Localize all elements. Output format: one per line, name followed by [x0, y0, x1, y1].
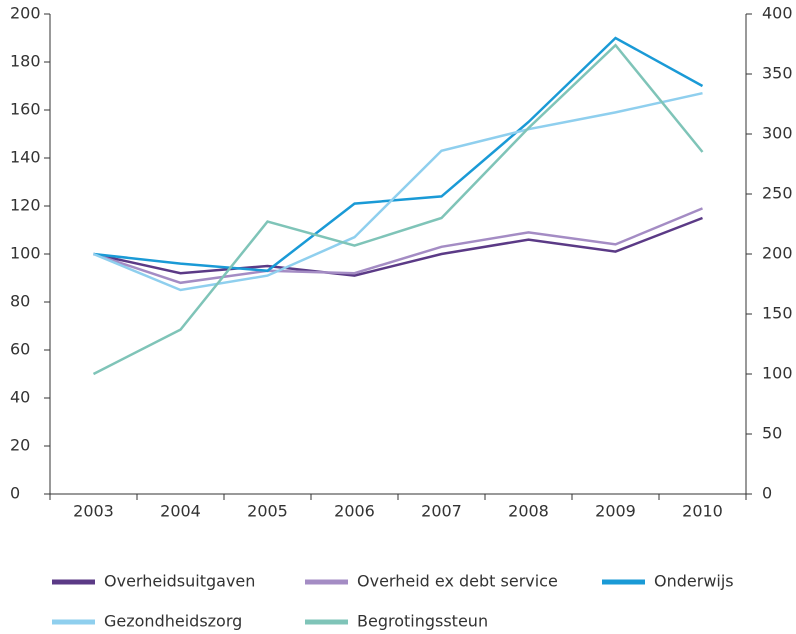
legend-label: Gezondheidszorg: [104, 612, 242, 631]
y2-tick-label: 300: [762, 124, 793, 143]
y-tick-label: 160: [10, 100, 41, 119]
y2-tick-label: 50: [762, 424, 782, 443]
x-tick-label: 2007: [421, 502, 462, 521]
y-tick-label: 100: [10, 244, 41, 263]
y2-tick-label: 350: [762, 64, 793, 83]
y2-tick-label: 400: [762, 4, 793, 23]
y2-tick-label: 250: [762, 184, 793, 203]
y2-tick-label: 200: [762, 244, 793, 263]
y2-tick-label: 150: [762, 304, 793, 323]
x-tick-label: 2010: [682, 502, 723, 521]
x-tick-label: 2003: [73, 502, 114, 521]
y-tick-label: 80: [10, 292, 30, 311]
legend-label: Overheidsuitgaven: [104, 572, 255, 591]
series-line: [93, 207, 703, 285]
x-tick-label: 2004: [160, 502, 201, 521]
y-tick-label: 200: [10, 4, 41, 23]
x-tick-label: 2008: [508, 502, 549, 521]
y-tick-label: 180: [10, 52, 41, 71]
legend-label: Onderwijs: [654, 572, 734, 591]
y2-tick-label: 100: [762, 364, 793, 383]
x-tick-label: 2006: [334, 502, 375, 521]
y-tick-label: 40: [10, 388, 30, 407]
legend-label: Overheid ex debt service: [357, 572, 558, 591]
y-tick-label: 120: [10, 196, 41, 215]
y-tick-label: 20: [10, 436, 30, 455]
y-tick-label: 60: [10, 340, 30, 359]
legend-label: Begrotingssteun: [357, 612, 488, 631]
series-line: [93, 216, 703, 277]
x-tick-label: 2005: [247, 502, 288, 521]
series-line: [93, 91, 703, 292]
x-tick-label: 2009: [595, 502, 636, 521]
y2-tick-label: 0: [762, 484, 772, 503]
y-tick-label: 0: [10, 484, 20, 503]
y-tick-label: 140: [10, 148, 41, 167]
series-line: [92, 43, 704, 376]
series-line: [93, 36, 704, 273]
